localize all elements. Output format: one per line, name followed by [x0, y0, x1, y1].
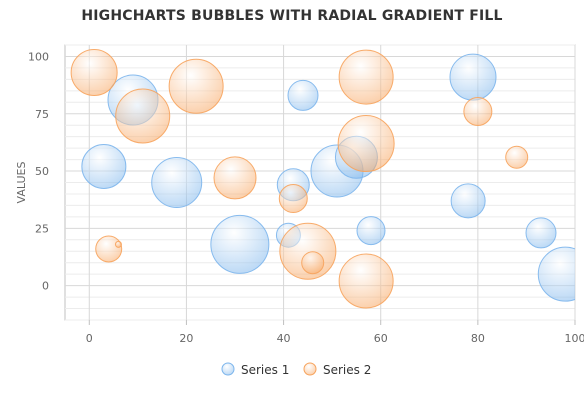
- y-tick-label: 50: [35, 165, 49, 178]
- bubble-point: [338, 49, 394, 105]
- y-tick-label: 25: [35, 222, 49, 235]
- bubble-point: [301, 251, 325, 275]
- bubble-point: [278, 184, 308, 214]
- y-tick-label: 0: [42, 280, 49, 293]
- bubble-point: [168, 58, 224, 114]
- bubble-point: [70, 49, 118, 96]
- bubble-point: [525, 217, 557, 249]
- bubble-point: [337, 115, 395, 173]
- legend-label: Series 1: [241, 363, 289, 377]
- bubble-point: [356, 216, 386, 246]
- legend-marker: [303, 362, 317, 376]
- legend-marker: [221, 362, 235, 376]
- legend-label: Series 2: [323, 363, 371, 377]
- chart-title: HIGHCHARTS BUBBLES WITH RADIAL GRADIENT …: [81, 8, 503, 24]
- bubble-point: [81, 143, 127, 189]
- bubble-point: [213, 156, 257, 200]
- x-tick-label: 60: [374, 332, 388, 345]
- bubble-point: [449, 53, 497, 101]
- bubble-point: [505, 145, 529, 169]
- bubble-point: [151, 157, 203, 208]
- x-tick-label: 40: [277, 332, 291, 345]
- x-tick-label: 20: [179, 332, 193, 345]
- bubble-point: [210, 214, 270, 274]
- y-tick-label: 100: [28, 50, 49, 63]
- x-tick-label: 100: [565, 332, 584, 345]
- bubble-point: [115, 88, 171, 144]
- bubble-point: [95, 235, 123, 263]
- bubble-point: [537, 246, 575, 302]
- bubble-layer: [70, 49, 575, 309]
- bubble-point: [287, 79, 319, 111]
- bubble-point: [463, 96, 493, 126]
- series-2-group: [70, 49, 529, 309]
- y-axis-title: VALUES: [15, 162, 28, 204]
- bubble-point: [450, 183, 486, 219]
- x-tick-label: 80: [471, 332, 485, 345]
- bubble-point: [338, 253, 394, 309]
- x-tick-label: 0: [86, 332, 93, 345]
- bubble-point: [114, 240, 122, 248]
- y-tick-label: 75: [35, 108, 49, 121]
